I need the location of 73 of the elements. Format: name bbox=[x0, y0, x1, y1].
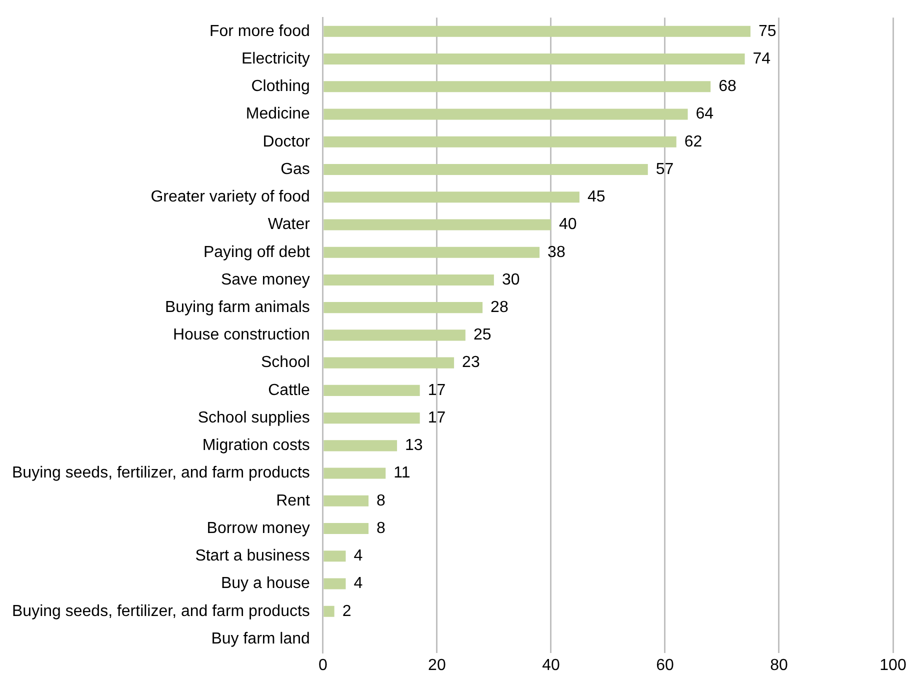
y-tick-label: Buying farm animals bbox=[164, 298, 310, 316]
bar bbox=[324, 523, 369, 534]
y-tick-label: Paying off debt bbox=[203, 244, 310, 261]
y-tick-label: Migration costs bbox=[202, 437, 310, 454]
bar bbox=[324, 54, 745, 65]
bar bbox=[324, 164, 648, 176]
y-tick-label: Cattle bbox=[268, 382, 310, 399]
x-tick-label: 80 bbox=[770, 656, 788, 674]
x-tick-label: 20 bbox=[428, 656, 446, 674]
x-tick-label: 100 bbox=[880, 656, 906, 674]
data-label: 45 bbox=[587, 188, 606, 206]
bar bbox=[324, 578, 346, 590]
y-tick-label: Electricity bbox=[241, 50, 310, 68]
data-label: 64 bbox=[696, 106, 714, 123]
y-tick-label: Buying seeds, fertilizer, and farm products bbox=[12, 464, 310, 482]
bar bbox=[324, 384, 420, 396]
data-label: 28 bbox=[490, 298, 508, 316]
y-tick-label: Gas bbox=[280, 160, 310, 178]
bar bbox=[324, 468, 386, 479]
y-tick-label: For more food bbox=[209, 22, 310, 40]
y-tick-label: Buy a house bbox=[220, 575, 310, 592]
data-label: 17 bbox=[428, 382, 446, 399]
y-tick-label: Borrow money bbox=[206, 520, 310, 537]
x-tick-label: 60 bbox=[656, 656, 674, 674]
data-label: 8 bbox=[376, 520, 386, 537]
data-label: 25 bbox=[473, 326, 492, 344]
data-label: 30 bbox=[502, 271, 520, 288]
bar bbox=[324, 136, 676, 148]
data-label: 74 bbox=[752, 50, 771, 68]
data-label: 68 bbox=[718, 78, 736, 96]
data-label: 2 bbox=[342, 602, 352, 620]
bar bbox=[324, 246, 540, 258]
y-tick-label: Start a business bbox=[195, 548, 310, 565]
bar bbox=[324, 550, 346, 562]
data-label: 38 bbox=[548, 244, 566, 261]
data-label: 57 bbox=[656, 160, 674, 178]
data-label: 23 bbox=[462, 354, 480, 372]
data-label: 75 bbox=[758, 22, 776, 40]
bar bbox=[324, 412, 420, 424]
bar bbox=[324, 440, 398, 452]
bar bbox=[324, 219, 551, 230]
data-label: 4 bbox=[354, 548, 363, 565]
x-tick-label: 40 bbox=[542, 656, 560, 674]
data-label: 62 bbox=[684, 133, 702, 150]
bar bbox=[324, 606, 334, 617]
bar bbox=[324, 108, 688, 120]
bar bbox=[324, 81, 711, 92]
y-tick-label: Buying seeds, fertilizer, and farm products bbox=[12, 602, 310, 620]
data-label: 8 bbox=[376, 492, 386, 510]
y-tick-label: House construction bbox=[172, 326, 310, 344]
y-tick-label: Save money bbox=[220, 271, 310, 288]
data-label: 13 bbox=[405, 437, 423, 454]
y-tick-label: Rent bbox=[276, 492, 310, 510]
data-label: 4 bbox=[354, 575, 363, 592]
bar bbox=[324, 302, 483, 314]
bar bbox=[324, 192, 580, 203]
bar bbox=[324, 330, 466, 341]
bar bbox=[324, 357, 454, 368]
y-tick-label: Buy farm land bbox=[211, 630, 310, 648]
y-tick-label: Water bbox=[268, 216, 311, 234]
data-label: 40 bbox=[558, 216, 577, 234]
y-tick-label: Greater variety of food bbox=[150, 188, 310, 206]
bar bbox=[324, 274, 494, 286]
y-tick-label: School supplies bbox=[198, 409, 310, 426]
y-tick-label: School bbox=[261, 354, 310, 372]
data-label: 17 bbox=[428, 409, 446, 426]
y-tick-label: Medicine bbox=[246, 106, 310, 123]
y-tick-label: Doctor bbox=[262, 133, 311, 150]
data-label: 11 bbox=[394, 464, 410, 482]
bar bbox=[324, 495, 369, 506]
bar bbox=[324, 26, 750, 37]
x-tick-label: 0 bbox=[318, 656, 328, 674]
y-tick-label: Clothing bbox=[251, 78, 310, 96]
